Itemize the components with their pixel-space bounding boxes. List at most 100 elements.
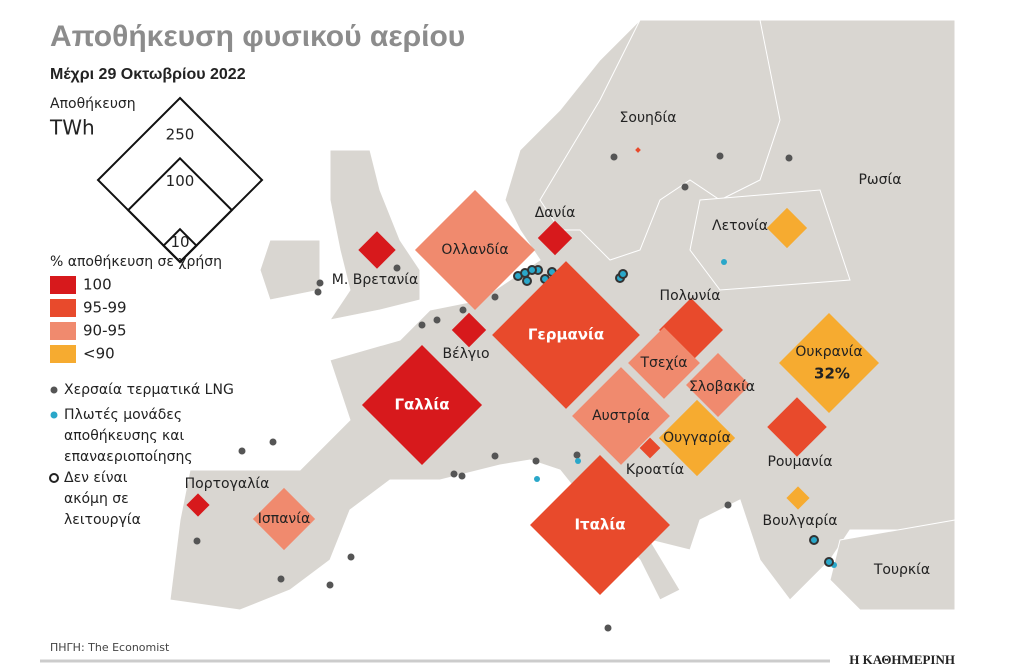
country-label: Πορτογαλία [185, 476, 270, 492]
lng-terminal [347, 553, 355, 561]
country-label: Ουγγαρία [663, 430, 731, 446]
lng-terminal [491, 293, 499, 301]
lng-terminal [238, 447, 246, 455]
country-label: Ρωσία [858, 172, 901, 188]
color-label: 100 [83, 276, 112, 294]
country-label: Βέλγιο [442, 346, 489, 362]
lng-terminal [450, 470, 458, 478]
size-legend-diamond [162, 227, 198, 264]
marker-legend-label: αποθήκευσης και [64, 428, 184, 444]
country-diamond [537, 220, 573, 256]
country-diamond [358, 231, 396, 269]
lng-terminal [458, 472, 466, 480]
size-legend-unit: TWh [49, 116, 95, 140]
inactive-unit [522, 276, 532, 286]
color-label: 95-99 [83, 299, 127, 317]
lng-terminal [716, 152, 724, 160]
country-diamond [639, 437, 661, 459]
size-legend-label: 250 [166, 125, 195, 143]
lng-terminal [316, 279, 324, 287]
color-swatch [50, 322, 76, 340]
country-diamond [451, 312, 487, 348]
inactive-unit [527, 265, 537, 275]
color-swatch [50, 276, 76, 294]
country-label: Ουκρανία [795, 344, 862, 360]
country-label: Ρουμανία [767, 454, 832, 470]
country-diamond [492, 261, 640, 409]
country-diamond [778, 312, 880, 414]
country-diamond [786, 486, 810, 510]
lng-terminal [681, 183, 689, 191]
lng-terminal [418, 321, 426, 329]
size-legend-label: 10 [170, 233, 189, 251]
source: ΠΗΓΗ: The Economist [50, 641, 170, 654]
land-baltic [689, 189, 851, 291]
country-label: Βουλγαρία [763, 513, 838, 529]
country-diamond [572, 367, 670, 465]
country-label: Ολλανδία [441, 242, 508, 258]
country-label: Αυστρία [592, 408, 650, 424]
marker-legend-label: Χερσαία τερματικά LNG [64, 382, 234, 398]
land-ireland [259, 239, 321, 301]
legend-floating-dot [50, 411, 58, 419]
lng-terminal [724, 501, 732, 509]
land-turkey [829, 519, 956, 611]
country-diamond [767, 397, 827, 457]
color-swatch [50, 299, 76, 317]
lng-terminal [433, 316, 441, 324]
lng-terminal [532, 457, 540, 465]
lng-terminal [573, 451, 581, 459]
country-diamond [252, 487, 316, 551]
lng-terminal [269, 438, 277, 446]
marker-legend-label: Δεν είναι [64, 470, 128, 486]
country-diamond [658, 399, 736, 477]
floating-unit [721, 259, 727, 265]
lng-terminal [314, 288, 322, 296]
country-label: Κροατία [626, 462, 684, 478]
color-legend-title: % αποθήκευση σε χρήση [50, 254, 222, 270]
marker-legend-label: Πλωτές μονάδες [64, 407, 182, 423]
color-label: <90 [83, 345, 115, 363]
country-diamond [628, 327, 700, 399]
country-label: Γαλλία [395, 396, 450, 414]
color-swatch [50, 345, 76, 363]
country-diamond [186, 493, 210, 517]
country-diamond [414, 189, 536, 311]
country-diamond [635, 147, 641, 153]
country-label: Ιταλία [574, 516, 625, 534]
country-label: Λετονία [712, 218, 768, 234]
logo: Η ΚΑΘΗΜΕΡΙΝΗ [849, 652, 955, 667]
country-label: Σουηδία [620, 110, 677, 126]
lng-terminal [393, 264, 401, 272]
marker-legend-label: λειτουργία [64, 512, 141, 528]
size-legend-label: 100 [166, 172, 195, 190]
country-note: 32% [814, 365, 850, 383]
marker-legend-label: επαναεριοποίησης [64, 449, 193, 465]
country-label: Σλοβακία [689, 379, 755, 395]
size-legend-title: Αποθήκευση [50, 96, 136, 112]
color-label: 90-95 [83, 322, 127, 340]
lng-terminal [610, 153, 618, 161]
floating-unit [534, 476, 540, 482]
country-diamond [766, 207, 808, 249]
lng-terminal [604, 624, 612, 632]
lng-terminal [459, 306, 467, 314]
country-label: Πολωνία [660, 288, 721, 304]
country-diamond [686, 353, 750, 417]
country-label: Τσεχία [639, 355, 687, 371]
inactive-unit [824, 557, 834, 567]
marker-legend-label: ακόμη σε [64, 491, 129, 507]
inactive-unit [809, 535, 819, 545]
subtitle: Μέχρι 29 Οκτωβρίου 2022 [50, 66, 246, 83]
country-label: Δανία [535, 205, 576, 221]
inactive-unit [618, 269, 628, 279]
legend-lng-dot [50, 386, 58, 394]
country-diamond [530, 455, 670, 595]
lng-terminal [193, 537, 201, 545]
country-label: Μ. Βρετανία [332, 272, 418, 288]
lng-terminal [277, 575, 285, 583]
lng-terminal [326, 581, 334, 589]
country-diamond [361, 344, 483, 466]
legend-inactive-dot [49, 473, 59, 483]
